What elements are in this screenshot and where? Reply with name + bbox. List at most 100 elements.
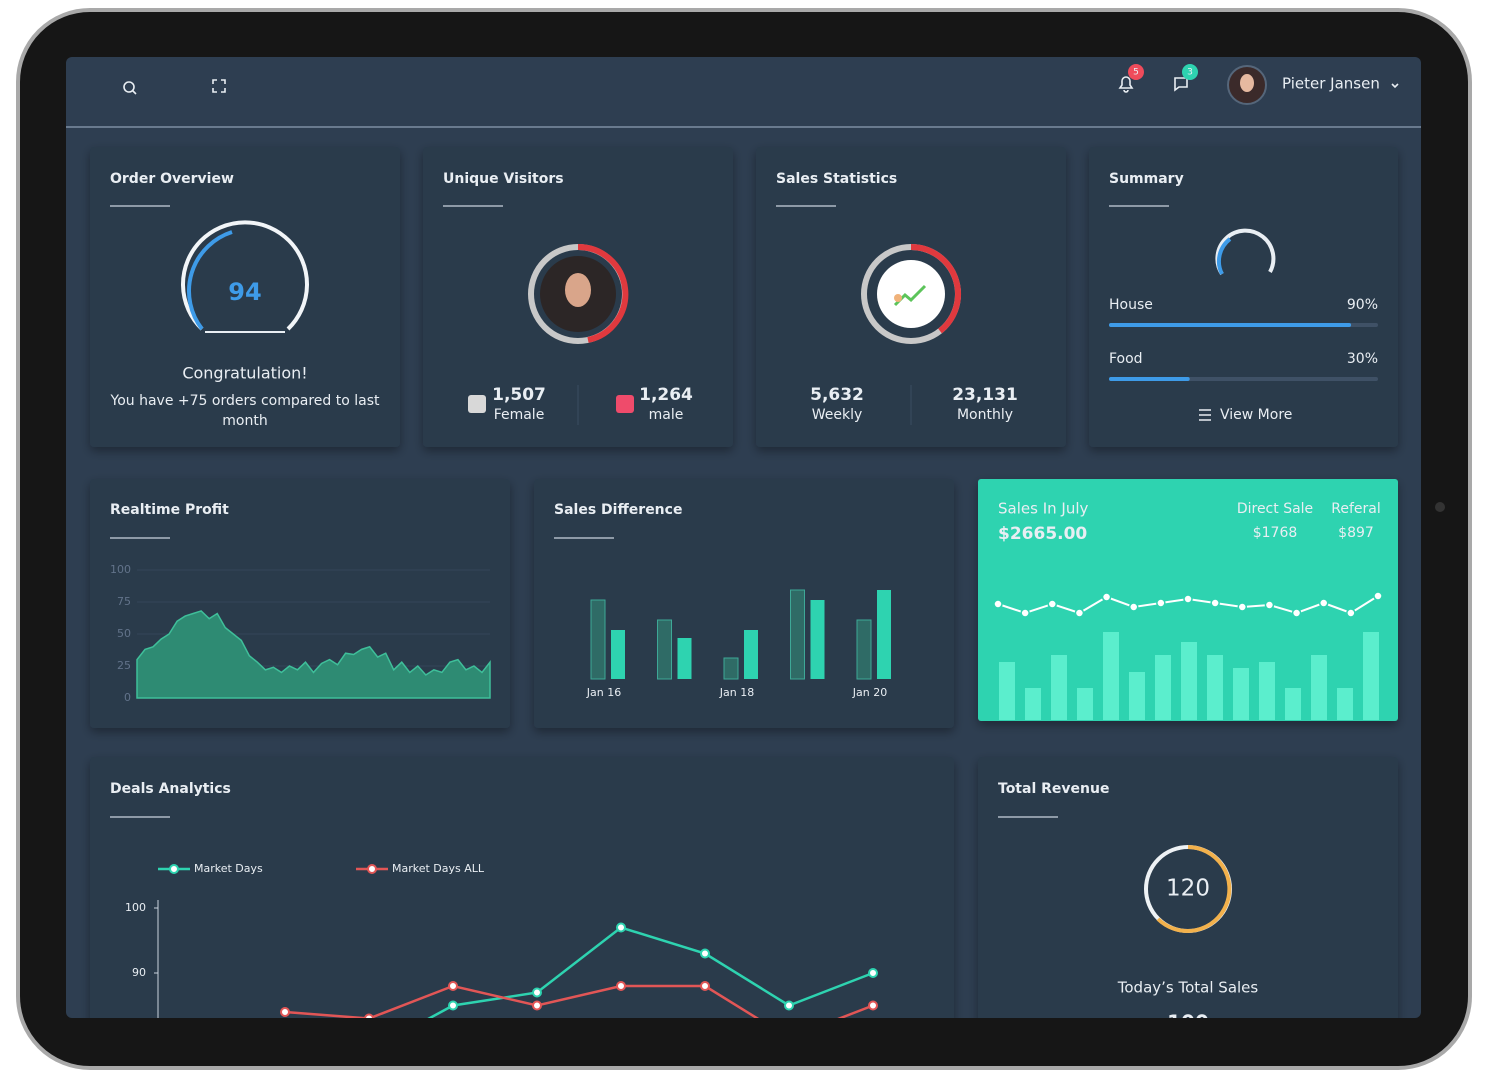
card-title: Sales Difference bbox=[554, 502, 682, 518]
bar bbox=[1259, 662, 1275, 720]
stat-value: $1768 bbox=[1253, 525, 1298, 541]
point bbox=[1128, 602, 1139, 612]
card-title: Total Revenue bbox=[998, 781, 1109, 797]
card bbox=[534, 479, 954, 728]
bar bbox=[1311, 655, 1327, 720]
bar bbox=[1103, 632, 1119, 720]
card-title: Unique Visitors bbox=[443, 171, 564, 187]
progress-bar bbox=[1109, 323, 1352, 327]
summary-bars: House 90% Food 30% bbox=[1109, 297, 1378, 381]
bar bbox=[677, 638, 692, 679]
item-label: 90% bbox=[1347, 297, 1378, 313]
bar bbox=[744, 630, 758, 679]
card bbox=[978, 757, 1398, 1018]
item-name: House bbox=[1109, 297, 1153, 313]
bar bbox=[999, 662, 1015, 720]
y-tick-label: 0 bbox=[124, 691, 131, 704]
y-tick-label: 100 bbox=[125, 901, 146, 914]
item-label: 30% bbox=[1347, 351, 1378, 367]
card bbox=[1089, 147, 1398, 447]
point bbox=[364, 1013, 374, 1018]
y-tick-label: 50 bbox=[117, 627, 131, 640]
bar bbox=[1051, 655, 1067, 720]
bar bbox=[1077, 688, 1093, 720]
point bbox=[1237, 602, 1248, 612]
point bbox=[532, 1000, 542, 1011]
bar bbox=[1233, 668, 1249, 720]
point bbox=[993, 599, 1003, 609]
point bbox=[448, 1000, 458, 1011]
point bbox=[1183, 594, 1193, 604]
caption: Today’s Total Sales bbox=[1117, 979, 1259, 997]
point bbox=[700, 981, 710, 991]
stat-value: 1,264 bbox=[639, 385, 693, 405]
bell-icon[interactable] bbox=[1118, 76, 1134, 93]
stat-value: $897 bbox=[1338, 525, 1374, 541]
bar bbox=[790, 589, 805, 680]
point bbox=[448, 981, 458, 991]
stat-label: Referal bbox=[1331, 501, 1380, 517]
point bbox=[700, 948, 710, 959]
badge bbox=[1128, 64, 1144, 80]
point bbox=[616, 981, 626, 991]
legend-swatch bbox=[616, 395, 634, 413]
point bbox=[1291, 608, 1302, 618]
menu-icon[interactable] bbox=[1199, 409, 1211, 421]
stat-value: 23,131 bbox=[952, 385, 1018, 405]
ring-segment bbox=[1156, 845, 1232, 933]
user-name[interactable]: Pieter Jansen bbox=[1282, 75, 1380, 93]
view-more[interactable]: View More bbox=[1220, 407, 1292, 423]
bar bbox=[1363, 632, 1379, 720]
legend-label: Market Days ALL bbox=[392, 862, 485, 875]
line bbox=[284, 984, 874, 1018]
caret[interactable] bbox=[1391, 83, 1399, 89]
search-icon[interactable] bbox=[123, 81, 135, 93]
screen: 5 3 Pieter Jansen Order Overview 94 Cong… bbox=[66, 57, 1421, 1018]
legend-label: Market Days bbox=[194, 862, 263, 875]
bar bbox=[1155, 655, 1171, 720]
card-title: Realtime Profit bbox=[110, 502, 229, 518]
point bbox=[280, 1007, 290, 1017]
card-title: Sales Statistics bbox=[776, 171, 897, 187]
point bbox=[532, 987, 542, 998]
point bbox=[1373, 591, 1383, 601]
legend-swatch bbox=[468, 395, 486, 413]
stat-value: 5,632 bbox=[810, 385, 864, 405]
bar bbox=[1129, 672, 1145, 720]
ring-segment bbox=[910, 244, 961, 334]
message: You have +75 orders compared to last bbox=[110, 393, 380, 409]
fullscreen-icon[interactable] bbox=[212, 79, 226, 93]
card bbox=[90, 147, 400, 447]
x-tick-label: Jan 20 bbox=[852, 686, 887, 699]
gauge-track bbox=[181, 220, 309, 331]
bar bbox=[590, 599, 606, 680]
badge-count: 5 bbox=[1133, 68, 1139, 78]
stat-label: Monthly bbox=[957, 407, 1013, 423]
stat-label: Female bbox=[494, 407, 545, 423]
point bbox=[868, 1000, 878, 1011]
y-tick-label: 25 bbox=[117, 659, 131, 672]
item-name: Food bbox=[1109, 351, 1143, 367]
badge bbox=[1182, 64, 1198, 80]
bar bbox=[856, 619, 872, 680]
point bbox=[616, 922, 626, 933]
gauge-fill bbox=[187, 230, 233, 331]
ring-segment bbox=[577, 243, 629, 343]
point bbox=[784, 1000, 794, 1011]
card-title: Sales In July bbox=[998, 500, 1088, 518]
message: month bbox=[222, 413, 267, 429]
bar bbox=[1285, 688, 1301, 720]
point bbox=[868, 968, 878, 978]
camera bbox=[1435, 502, 1445, 512]
x-tick-label: Jan 16 bbox=[586, 686, 621, 699]
legend-dot bbox=[367, 864, 377, 874]
point bbox=[1074, 608, 1085, 618]
bar bbox=[877, 590, 891, 679]
gauge-value: 94 bbox=[228, 278, 261, 306]
point bbox=[1156, 598, 1166, 608]
y-tick-label: 100 bbox=[110, 563, 131, 576]
card-title: Order Overview bbox=[110, 171, 234, 187]
total: $2665.00 bbox=[998, 524, 1087, 544]
bar bbox=[1025, 688, 1041, 720]
